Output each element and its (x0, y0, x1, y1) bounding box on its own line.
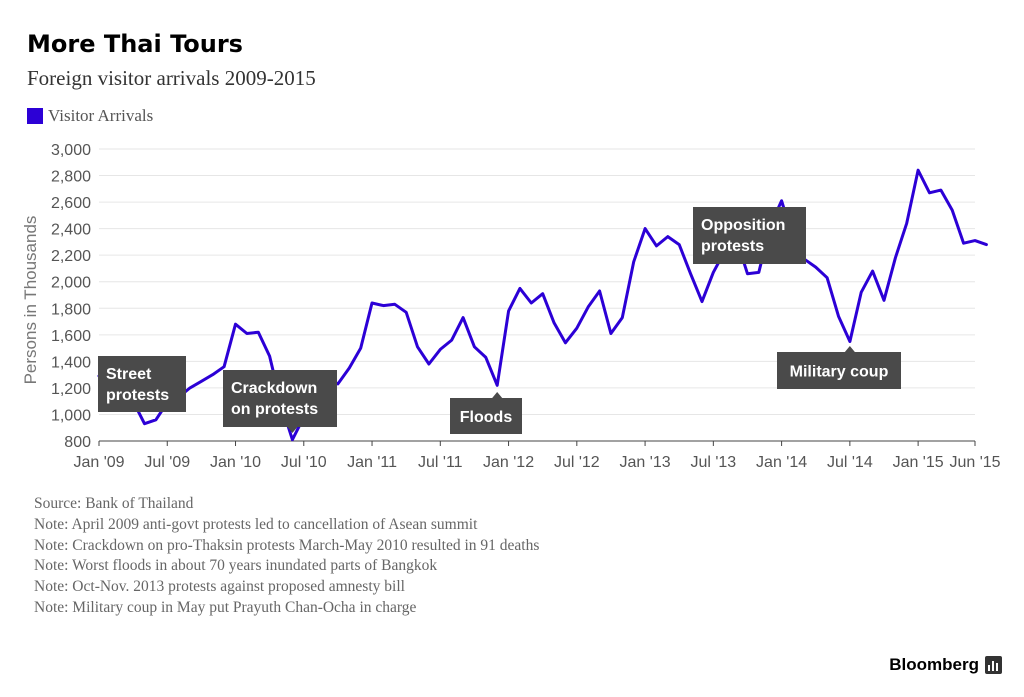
x-tick-label: Jul '13 (690, 454, 736, 471)
note-floods: Note: Worst floods in about 70 years inu… (34, 557, 438, 575)
annotation-box (98, 356, 186, 412)
annotation-label: Crackdown (231, 380, 317, 397)
annotation-label: Opposition (701, 217, 785, 234)
y-tick-label: 1,800 (51, 301, 91, 318)
x-tick-label: Jul '14 (827, 454, 873, 471)
note-crackdown: Note: Crackdown on pro-Thaksin protests … (34, 536, 540, 554)
chart-title: More Thai Tours (27, 30, 243, 58)
annotation-pointer (844, 346, 855, 352)
notes-block: Source: Bank of Thailand Note: April 200… (34, 494, 539, 619)
y-tick-label: 1,000 (51, 407, 91, 424)
series-line-visitor-arrivals (97, 168, 988, 442)
x-tick-label: Jan '10 (210, 454, 261, 471)
y-tick-label: 1,200 (51, 381, 91, 398)
y-tick-label: 1,400 (51, 354, 91, 371)
y-tick-label: 800 (64, 434, 91, 451)
chart-subtitle: Foreign visitor arrivals 2009-2015 (27, 66, 316, 90)
x-tick-label: Jan '11 (347, 454, 397, 471)
y-tick-label: 3,000 (51, 142, 91, 159)
y-tick-label: 2,800 (51, 169, 91, 186)
x-tick-label: Jul '11 (418, 454, 463, 471)
legend-label: Visitor Arrivals (48, 106, 154, 125)
x-tick-label: Jun '15 (949, 454, 1000, 471)
x-tick-label: Jan '13 (620, 454, 671, 471)
x-tick-label: Jan '09 (73, 454, 124, 471)
y-tick-label: 2,000 (51, 275, 91, 292)
x-tick-label: Jul '12 (554, 454, 600, 471)
x-tick-label: Jul '10 (281, 454, 327, 471)
annotation-label: protests (106, 387, 169, 404)
x-tick-label: Jul '09 (144, 454, 190, 471)
note-coup: Note: Military coup in May put Prayuth C… (34, 598, 417, 616)
bloomberg-terminal-icon (985, 656, 1002, 674)
annotation-label: Street (106, 366, 152, 383)
annotation-label: protests (701, 238, 764, 255)
x-tick-label: Jan '14 (756, 454, 807, 471)
annotation-box (693, 207, 806, 264)
y-axis-title: Persons in Thousands (21, 216, 40, 385)
annotation-box (777, 352, 901, 389)
annotation-box (223, 370, 337, 427)
annotation-label: Floods (460, 409, 513, 426)
x-tick-label: Jan '12 (483, 454, 534, 471)
note-asean: Note: April 2009 anti-govt protests led … (34, 515, 478, 533)
annotation-pointer (492, 392, 503, 398)
note-amnesty: Note: Oct-Nov. 2013 protests against pro… (34, 578, 405, 596)
y-tick-label: 2,400 (51, 222, 91, 239)
legend: Visitor Arrivals (27, 106, 153, 126)
annotation-pointer (287, 427, 298, 433)
y-tick-label: 1,600 (51, 328, 91, 345)
y-tick-label: 2,600 (51, 195, 91, 212)
legend-swatch (27, 108, 43, 124)
y-tick-label: 2,200 (51, 248, 91, 265)
brand: Bloomberg (889, 655, 1002, 675)
annotation-box (450, 398, 522, 434)
note-source: Source: Bank of Thailand (34, 495, 194, 512)
x-tick-label: Jan '15 (893, 454, 944, 471)
annotation-label: Military coup (790, 364, 889, 381)
annotation-label: on protests (231, 401, 318, 418)
brand-name: Bloomberg (889, 655, 979, 674)
